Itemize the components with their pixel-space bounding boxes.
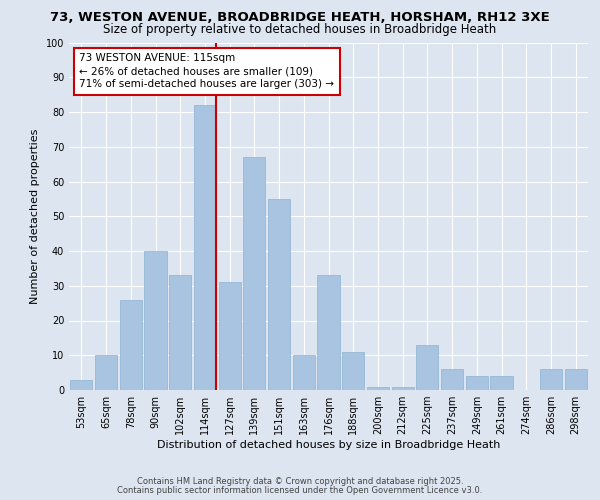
Bar [317,276,340,390]
Text: Contains public sector information licensed under the Open Government Licence v3: Contains public sector information licen… [118,486,482,495]
Bar [342,352,364,390]
Text: 73 WESTON AVENUE: 115sqm
← 26% of detached houses are smaller (109)
71% of semi-: 73 WESTON AVENUE: 115sqm ← 26% of detach… [79,53,334,90]
Bar [218,282,241,390]
Bar [441,369,463,390]
Text: 73, WESTON AVENUE, BROADBRIDGE HEATH, HORSHAM, RH12 3XE: 73, WESTON AVENUE, BROADBRIDGE HEATH, HO… [50,11,550,24]
Bar [392,386,414,390]
Bar [490,376,512,390]
Text: Contains HM Land Registry data © Crown copyright and database right 2025.: Contains HM Land Registry data © Crown c… [137,477,463,486]
Bar [243,157,265,390]
Bar [293,355,315,390]
Bar [145,251,167,390]
Bar [95,355,117,390]
Bar [194,105,216,390]
Bar [540,369,562,390]
Y-axis label: Number of detached properties: Number of detached properties [30,128,40,304]
Bar [466,376,488,390]
Bar [70,380,92,390]
Bar [268,199,290,390]
Bar [416,345,439,390]
Bar [119,300,142,390]
Bar [169,276,191,390]
Text: Size of property relative to detached houses in Broadbridge Heath: Size of property relative to detached ho… [103,22,497,36]
Bar [367,386,389,390]
X-axis label: Distribution of detached houses by size in Broadbridge Heath: Distribution of detached houses by size … [157,440,500,450]
Bar [565,369,587,390]
